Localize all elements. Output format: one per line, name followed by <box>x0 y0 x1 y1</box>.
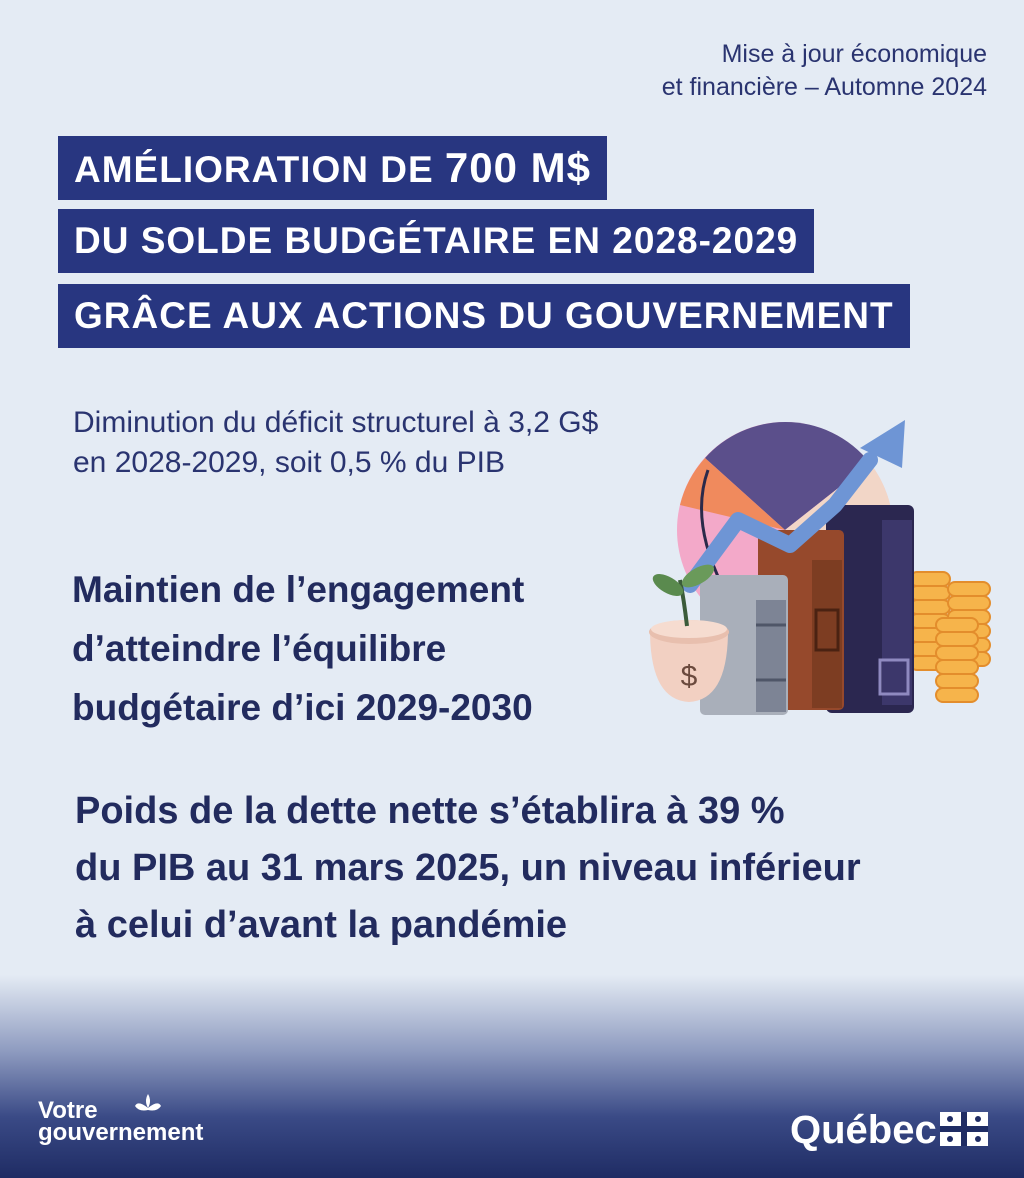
deficit-line2: en 2028-2029, soit 0,5 % du PIB <box>73 446 505 479</box>
publication-note-line1: Mise à jour économique <box>721 40 987 68</box>
coin-stacks-icon <box>909 571 991 703</box>
quebec-logo: Québec <box>790 1108 937 1152</box>
balance-line1: Maintien de l’engagement <box>72 569 525 610</box>
quebec-flag-icon <box>940 1112 988 1146</box>
debt-statement: Poids de la dette nette s’établira à 39 … <box>75 783 861 954</box>
balance-statement: Maintien de l’engagement d’atteindre l’é… <box>72 560 533 737</box>
headline-prefix: AMÉLIORATION DE <box>74 149 445 190</box>
headline-banner-1: AMÉLIORATION DE 700 M$ <box>58 136 608 200</box>
money-pot-icon: $ <box>649 564 729 702</box>
growth-arrow-icon <box>682 420 905 593</box>
books-icon <box>700 505 914 715</box>
debt-line3: à celui d’avant la pandémie <box>75 904 568 946</box>
deficit-statement: Diminution du déficit structurel à 3,2 G… <box>73 403 598 483</box>
fleur-de-lis-icon <box>135 1094 161 1111</box>
debt-line1: Poids de la dette nette s’établira à 39 … <box>75 790 785 832</box>
footer-gradient <box>0 975 1024 1178</box>
headline-amount: 700 M$ <box>444 144 592 191</box>
publication-note-line2: et financière – Automne 2024 <box>661 73 987 101</box>
logo-line-votre: Votre <box>38 1097 98 1124</box>
balance-line2: d’atteindre l’équilibre <box>72 628 447 669</box>
deficit-line1: Diminution du déficit structurel à 3,2 G… <box>73 406 599 439</box>
pot-dollar-sign: $ <box>681 660 698 693</box>
finance-illustration-icon: $ <box>649 420 991 715</box>
votre-gouvernement-logo: Votre gouvernement <box>38 1094 204 1146</box>
logo-line-gouvernement: gouvernement <box>38 1119 204 1146</box>
headline-banner-3: GRÂCE AUX ACTIONS DU GOUVERNEMENT <box>58 284 910 348</box>
balance-line3: budgétaire d’ici 2029-2030 <box>72 687 533 728</box>
debt-line2: du PIB au 31 mars 2025, un niveau inféri… <box>75 847 861 889</box>
publication-note: Mise à jour économique et financière – A… <box>662 38 987 104</box>
headline-banner-2: DU SOLDE BUDGÉTAIRE EN 2028-2029 <box>58 209 815 273</box>
